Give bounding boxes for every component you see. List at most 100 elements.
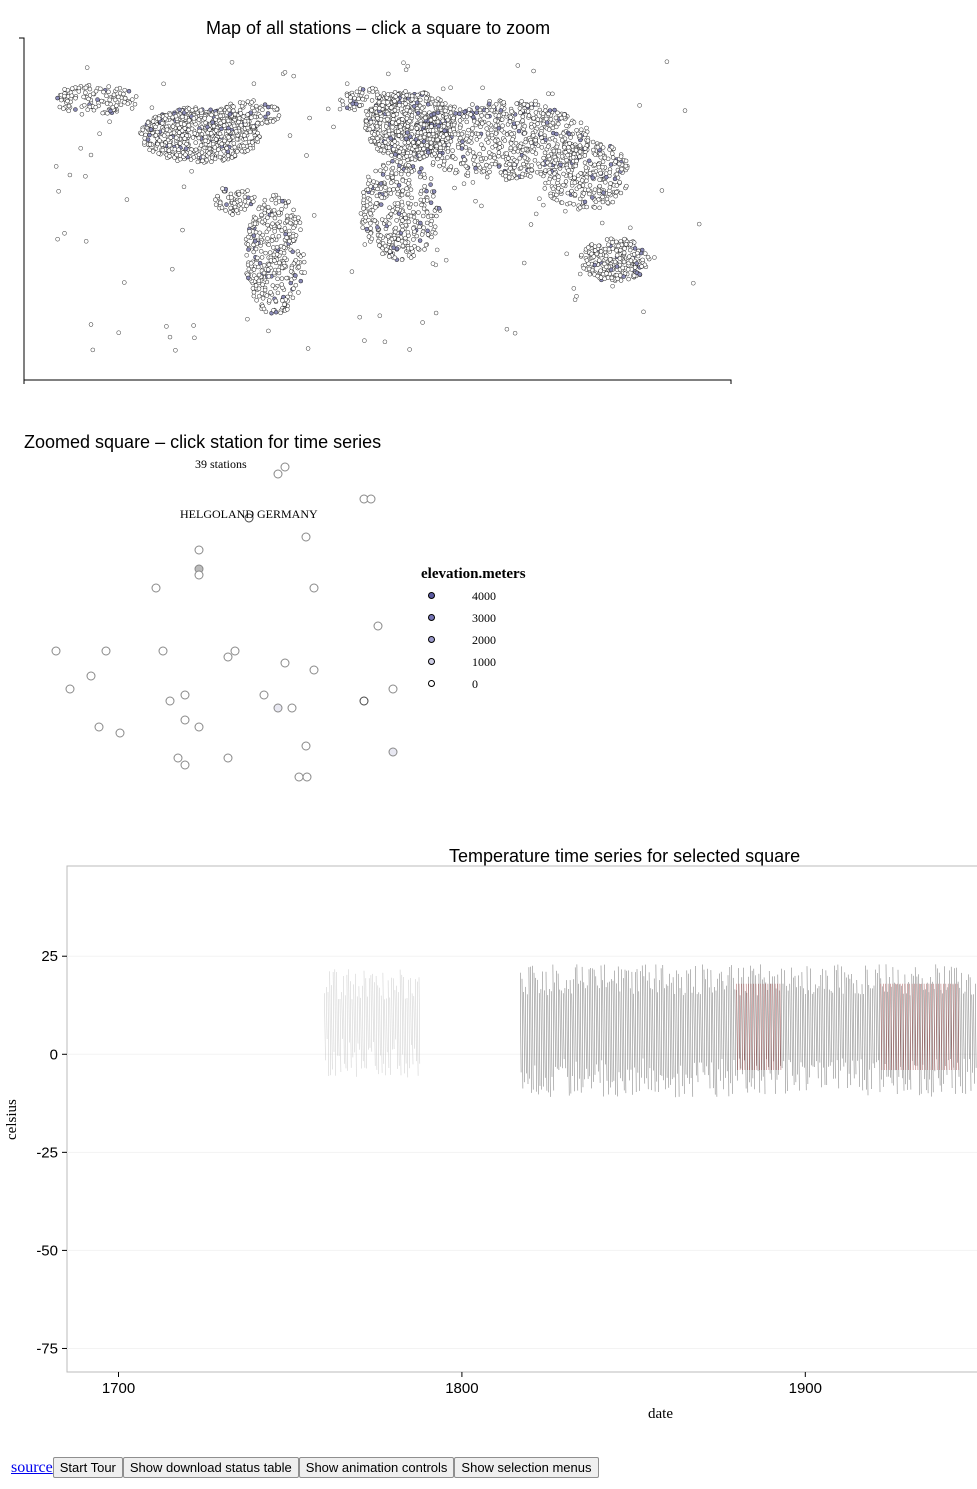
station-dot	[145, 137, 151, 142]
station-dot	[167, 143, 172, 148]
y-tick-label: -75	[36, 1340, 58, 1357]
station-dot	[206, 151, 212, 156]
station-dot	[221, 123, 227, 128]
station-dot	[245, 148, 250, 153]
station-dot	[198, 143, 204, 148]
station-dot	[177, 107, 182, 113]
station-dot	[250, 140, 255, 145]
station-dot	[192, 131, 198, 136]
station-dot	[180, 133, 185, 138]
station-dot	[205, 124, 210, 130]
station-dot	[173, 113, 179, 119]
station-dot	[167, 112, 173, 117]
station-dot	[172, 147, 178, 152]
x-tick-label: 1700	[102, 1380, 135, 1397]
station-dot	[147, 142, 153, 147]
station-dot	[224, 146, 229, 151]
x-tick-label: 1800	[445, 1380, 478, 1397]
station-dot	[202, 116, 207, 121]
temperature-highlight-line	[736, 983, 782, 1071]
station-dot	[177, 125, 182, 131]
station-dot	[182, 122, 187, 127]
temperature-series-line	[324, 969, 421, 1078]
station-dot	[145, 120, 151, 125]
station-dot	[232, 153, 238, 158]
station-dot	[174, 135, 179, 140]
station-dot	[150, 149, 156, 154]
station-dot	[219, 141, 224, 147]
station-dot	[142, 140, 147, 145]
station-dot	[160, 121, 165, 126]
start-tour-button[interactable]: Start Tour	[52, 1457, 123, 1478]
station-dot	[140, 127, 146, 133]
station-dot	[153, 124, 158, 130]
temperature-chart[interactable]: 25 0 -25 -50 -75 1700 1800 1900	[0, 0, 977, 1430]
station-dot	[226, 125, 231, 131]
station-dot	[179, 128, 185, 133]
station-dot	[160, 147, 165, 153]
station-dot	[242, 133, 247, 138]
station-dot	[171, 130, 177, 135]
station-dot	[183, 146, 189, 151]
station-dot	[200, 158, 205, 164]
temperature-highlight-line	[880, 983, 960, 1071]
station-dot	[188, 157, 194, 162]
station-dot	[147, 132, 152, 138]
station-dot	[104, 93, 109, 99]
x-tick-label: 1900	[789, 1380, 822, 1397]
station-dot	[196, 152, 202, 157]
station-dot	[213, 137, 219, 142]
station-dot	[167, 153, 172, 159]
station-dot	[193, 147, 199, 153]
show-animation-controls-button[interactable]: Show animation controls	[298, 1457, 455, 1478]
station-dot	[106, 89, 111, 95]
source-link[interactable]: source	[11, 1458, 53, 1476]
station-dot	[255, 130, 260, 136]
footer-bar: source Start Tour Show download status t…	[11, 1457, 599, 1478]
station-dot	[155, 141, 160, 147]
world-station-map[interactable]	[0, 0, 977, 400]
station-dot	[139, 131, 144, 137]
station-dot	[189, 126, 195, 132]
station-dot	[177, 141, 183, 146]
plot-frame	[66, 865, 977, 1373]
y-tick-label: -25	[36, 1144, 58, 1161]
station-dot	[247, 129, 253, 135]
station-dot	[90, 91, 96, 97]
station-dot	[150, 119, 156, 124]
y-tick-label: 25	[41, 948, 58, 965]
station-dot	[197, 128, 202, 134]
station-dot	[254, 136, 260, 141]
station-dot	[193, 106, 199, 112]
station-dot	[232, 144, 237, 150]
station-dot	[168, 135, 174, 140]
y-tick-label: -50	[36, 1242, 58, 1259]
station-dot	[225, 153, 231, 158]
station-dot	[190, 135, 196, 140]
station-dot	[159, 142, 165, 147]
station-dot	[186, 123, 191, 128]
station-dot	[184, 141, 189, 147]
station-dot	[156, 116, 162, 121]
station-dot	[164, 127, 170, 132]
station-dot	[183, 152, 188, 157]
map-axes	[19, 37, 732, 384]
station-dot	[213, 128, 219, 133]
station-dot	[233, 129, 239, 134]
station-dot	[217, 131, 223, 137]
station-dot	[162, 116, 168, 121]
map-title: Map of all stations – click a square to …	[206, 18, 551, 38]
station-dot	[170, 124, 176, 129]
station-dot	[187, 150, 193, 155]
show-download-status-button[interactable]: Show download status table	[122, 1457, 299, 1478]
station-dot	[186, 106, 192, 111]
station-dot	[217, 154, 223, 160]
station-dot	[186, 118, 192, 123]
station-dot	[155, 129, 160, 135]
station-dot	[210, 120, 215, 125]
station-dot	[174, 152, 179, 158]
station-dot	[213, 111, 219, 117]
station-dot	[196, 135, 202, 141]
show-selection-menus-button[interactable]: Show selection menus	[454, 1457, 599, 1478]
station-dot	[226, 135, 231, 140]
